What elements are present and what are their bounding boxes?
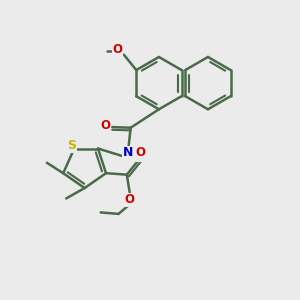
Text: O: O bbox=[112, 43, 122, 56]
Text: N: N bbox=[123, 146, 134, 159]
Text: S: S bbox=[67, 139, 76, 152]
Text: O: O bbox=[124, 193, 134, 206]
Text: O: O bbox=[136, 146, 146, 159]
Text: H: H bbox=[135, 152, 144, 161]
Text: O: O bbox=[101, 119, 111, 132]
